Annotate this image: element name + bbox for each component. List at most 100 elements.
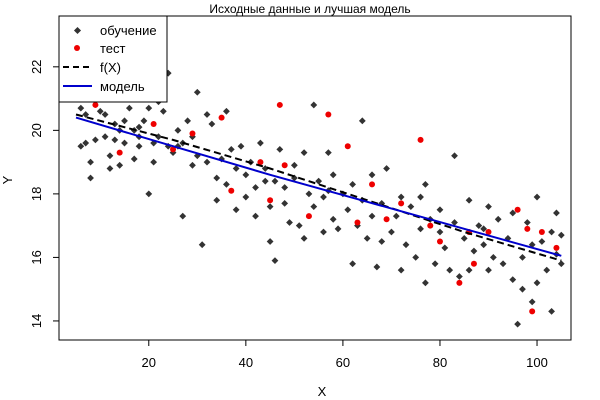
train-point <box>257 139 264 147</box>
train-point <box>446 266 454 274</box>
train-point <box>252 184 259 191</box>
test-point <box>524 225 531 232</box>
test-point <box>436 238 443 245</box>
train-point <box>121 117 128 125</box>
train-point <box>465 196 473 204</box>
train-point <box>363 234 371 242</box>
train-point <box>368 212 376 220</box>
legend-item-model: модель <box>63 79 145 94</box>
y-tick-label: 22 <box>29 60 44 74</box>
train-point <box>397 266 405 274</box>
train-point <box>242 171 250 179</box>
train-point <box>543 266 551 274</box>
train-point <box>266 238 274 245</box>
train-point <box>436 228 444 236</box>
legend-test-marker <box>74 45 80 51</box>
test-point <box>276 101 283 108</box>
x-axis-label: X <box>318 384 327 399</box>
test-point <box>267 197 274 204</box>
train-point <box>329 171 337 179</box>
train-point <box>349 260 357 268</box>
chart-title: Исходные данные и лучшая модель <box>209 2 410 16</box>
x-tick-label: 80 <box>433 355 447 370</box>
train-point <box>533 279 541 287</box>
train-point <box>509 209 517 217</box>
test-point <box>257 159 264 166</box>
train-point <box>557 260 565 268</box>
test-point <box>116 149 123 156</box>
train-point <box>237 142 245 150</box>
train-point <box>417 225 424 233</box>
train-point <box>514 320 522 328</box>
legend-model-label: модель <box>100 79 145 94</box>
train-point <box>232 206 240 214</box>
train-point <box>392 212 400 220</box>
train-point <box>441 244 449 252</box>
train-point <box>422 279 429 287</box>
train-point <box>286 219 293 226</box>
train-point <box>300 149 308 156</box>
train-point <box>334 225 342 233</box>
train-point <box>150 158 158 166</box>
test-point <box>344 143 351 150</box>
train-point <box>533 193 541 201</box>
train-point <box>203 158 211 166</box>
train-point <box>470 247 478 255</box>
train-point <box>140 117 148 125</box>
test-point <box>92 101 99 108</box>
train-point <box>106 165 114 172</box>
train-point <box>227 146 235 153</box>
train-point <box>344 206 352 214</box>
train-point <box>145 190 153 198</box>
x-tick-label: 20 <box>142 355 156 370</box>
train-point <box>82 111 90 118</box>
train-point <box>397 193 405 201</box>
train-point <box>261 177 269 185</box>
train-point <box>203 111 211 118</box>
train-point <box>378 238 386 245</box>
train-point <box>528 298 536 306</box>
train-point <box>315 177 323 185</box>
train-point <box>116 161 124 169</box>
train-point <box>320 228 327 236</box>
train-point <box>557 231 565 239</box>
train-point <box>412 254 420 261</box>
train-point <box>77 104 85 112</box>
y-tick-label: 20 <box>29 123 44 137</box>
true-function-line <box>75 113 562 262</box>
legend-train-label: обучение <box>100 23 157 38</box>
train-point <box>125 104 133 112</box>
train-point <box>300 234 308 242</box>
test-point <box>470 260 477 267</box>
train-point <box>290 161 298 169</box>
train-point <box>436 206 444 214</box>
train-point <box>276 146 284 153</box>
train-point <box>480 241 488 249</box>
train-point <box>519 285 526 293</box>
train-point <box>193 88 201 96</box>
y-axis: 14 16 18 20 22 <box>29 60 59 328</box>
test-point <box>325 111 332 118</box>
train-point <box>553 209 560 217</box>
legend-item-fx: f(X) <box>63 60 121 75</box>
train-point <box>96 107 104 115</box>
test-point <box>417 136 424 143</box>
test-point <box>369 181 376 188</box>
train-point <box>329 215 337 223</box>
train-point <box>101 133 109 141</box>
train-point <box>87 158 94 166</box>
test-point <box>529 308 536 315</box>
train-point <box>310 101 318 109</box>
train-point <box>223 180 230 188</box>
train-point <box>179 212 187 220</box>
train-point <box>281 200 289 207</box>
train-point <box>451 152 458 160</box>
train-point <box>135 142 143 150</box>
train-point <box>106 152 114 160</box>
train-point <box>422 180 429 188</box>
train-point <box>465 266 473 274</box>
train-point <box>305 190 313 198</box>
test-point <box>514 206 521 213</box>
train-point <box>494 215 502 223</box>
